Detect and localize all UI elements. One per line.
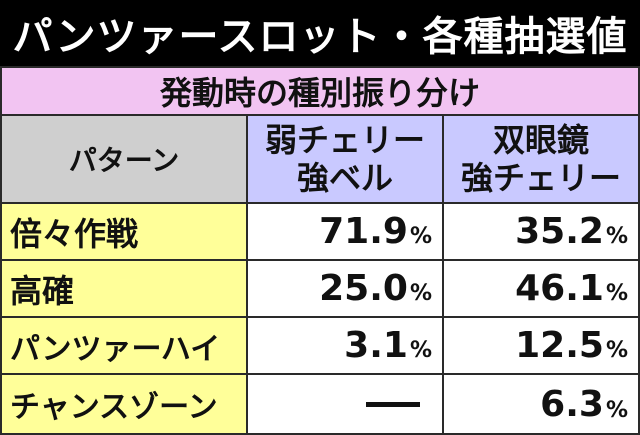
unit-percent: % [409, 338, 432, 363]
table-cell: 35.2% [444, 204, 638, 259]
value-chance-zone-2: 6.3 [540, 383, 604, 425]
unit-percent: % [409, 281, 432, 306]
unit-percent: % [605, 398, 628, 423]
table-cell: 25.0% [248, 261, 442, 316]
table-cell: 46.1% [444, 261, 638, 316]
value-kokaku-2: 46.1 [515, 268, 604, 309]
unit-percent: % [605, 224, 628, 249]
unit-percent: % [409, 224, 432, 249]
header-col2-line2: 強チェリー [460, 159, 621, 197]
header-col-weak-cherry: 弱チェリー 強ベル [248, 116, 442, 202]
header-col1-line2: 強ベル [296, 159, 393, 197]
value-kokaku-1: 25.0 [319, 268, 408, 309]
dash-none [366, 402, 420, 407]
table-cell: 6.3% [444, 375, 638, 433]
value-panzer-high-2: 12.5 [515, 325, 604, 366]
value-baibai-2: 35.2 [515, 211, 604, 252]
row-label-baibai: 倍々作戦 [2, 204, 246, 259]
table-cell: 71.9% [248, 204, 442, 259]
value-panzer-high-1: 3.1 [344, 325, 408, 366]
table-cell-empty [248, 375, 442, 433]
unit-percent: % [605, 338, 628, 363]
header-col-binocular: 双眼鏡 強チェリー [444, 116, 638, 202]
row-label-panzer-high: パンツァーハイ [2, 318, 246, 373]
row-label-kokaku: 高確 [2, 261, 246, 316]
table-cell: 12.5% [444, 318, 638, 373]
unit-percent: % [605, 281, 628, 306]
table-cell: 3.1% [248, 318, 442, 373]
header-col2-line1: 双眼鏡 [492, 121, 589, 159]
page-title: パンツァースロット・各種抽選値 [0, 0, 640, 66]
header-pattern: パターン [2, 116, 246, 202]
value-baibai-1: 71.9 [319, 211, 408, 252]
section-subtitle: 発動時の種別振り分け [2, 68, 638, 114]
header-col1-line1: 弱チェリー [264, 121, 425, 159]
row-label-chance-zone: チャンスゾーン [2, 375, 246, 433]
